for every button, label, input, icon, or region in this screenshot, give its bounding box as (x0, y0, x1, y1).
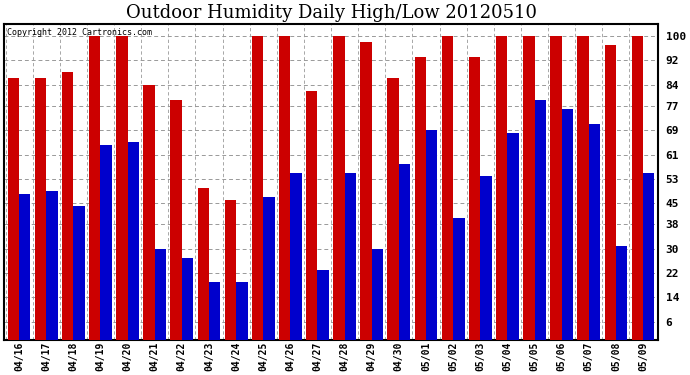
Bar (128, 142, 139, 340)
Bar (62, 72, 73, 340)
Bar (155, 249, 166, 340)
Bar (317, 270, 329, 340)
Title: Outdoor Humidity Daily High/Low 20120510: Outdoor Humidity Daily High/Low 20120510 (126, 4, 537, 22)
Bar (101, 146, 112, 340)
Bar (290, 173, 302, 340)
Bar (388, 78, 399, 340)
Bar (496, 36, 507, 340)
Bar (616, 246, 627, 340)
Bar (89, 36, 101, 340)
Bar (550, 36, 562, 340)
Bar (19, 194, 30, 340)
Bar (399, 164, 411, 340)
Bar (442, 36, 453, 340)
Bar (306, 91, 317, 340)
Bar (523, 36, 535, 340)
Bar (264, 197, 275, 340)
Bar (34, 78, 46, 340)
Bar (426, 130, 437, 340)
Bar (469, 57, 480, 340)
Bar (46, 191, 57, 340)
Bar (197, 188, 209, 340)
Bar (360, 42, 372, 340)
Bar (480, 176, 492, 340)
Bar (453, 218, 464, 340)
Bar (236, 282, 248, 340)
Text: Copyright 2012 Cartronics.com: Copyright 2012 Cartronics.com (8, 28, 152, 38)
Bar (144, 84, 155, 340)
Bar (604, 45, 616, 340)
Bar (562, 109, 573, 340)
Bar (209, 282, 220, 340)
Bar (344, 173, 356, 340)
Bar (116, 36, 128, 340)
Bar (415, 57, 426, 340)
Bar (372, 249, 383, 340)
Bar (589, 124, 600, 340)
Bar (170, 100, 182, 340)
Bar (578, 36, 589, 340)
Bar (73, 206, 85, 340)
Bar (252, 36, 264, 340)
Bar (225, 200, 236, 340)
Bar (182, 258, 193, 340)
Bar (507, 133, 519, 340)
Bar (333, 36, 344, 340)
Bar (535, 100, 546, 340)
Bar (631, 36, 643, 340)
Bar (643, 173, 654, 340)
Bar (8, 78, 19, 340)
Bar (279, 36, 290, 340)
